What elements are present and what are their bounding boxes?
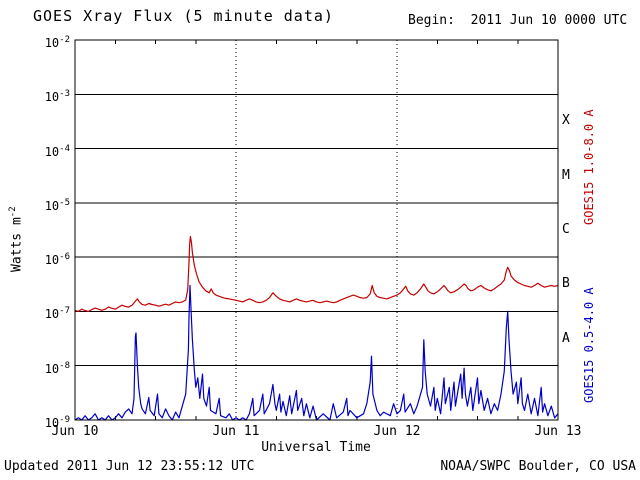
y-tick-label: 10-8	[44, 360, 70, 376]
y-tick-label: 10-3	[44, 89, 70, 105]
series-label-short-channel: GOES15 0.5-4.0 A	[582, 287, 596, 403]
source-credit: NOAA/SWPC Boulder, CO USA	[440, 459, 636, 474]
y-tick-label: 10-2	[44, 35, 70, 50]
y-tick-label: 10-4	[44, 143, 70, 159]
x-tick-label: Jun 10	[51, 424, 99, 439]
flare-class-label: M	[562, 167, 570, 183]
plot-border	[74, 39, 559, 421]
flare-class-label: B	[562, 276, 570, 292]
flare-class-label: A	[562, 330, 570, 346]
series-line-long-channel	[74, 235, 559, 312]
flare-class-label: X	[562, 113, 570, 129]
x-tick-label: Jun 12	[373, 424, 421, 439]
series-label-long-channel: GOES15 1.0-8.0 A	[582, 109, 596, 225]
y-tick-label: 10-6	[44, 252, 70, 268]
flare-class-label: C	[562, 222, 570, 237]
y-tick-label: 10-7	[44, 306, 70, 322]
chart-title: GOES Xray Flux (5 minute data)	[33, 7, 334, 25]
begin-timestamp: Begin: 2011 Jun 10 0000 UTC	[408, 13, 628, 28]
x-tick-label: Jun 13	[534, 424, 582, 439]
y-tick-label: 10-5	[44, 197, 70, 213]
y-tick-label: 10-9	[44, 415, 70, 430]
x-tick-label: Jun 11	[212, 424, 260, 439]
series-line-short-channel	[74, 284, 559, 421]
updated-timestamp: Updated 2011 Jun 12 23:55:12 UTC	[4, 459, 255, 474]
x-axis-title: Universal Time	[261, 440, 371, 455]
